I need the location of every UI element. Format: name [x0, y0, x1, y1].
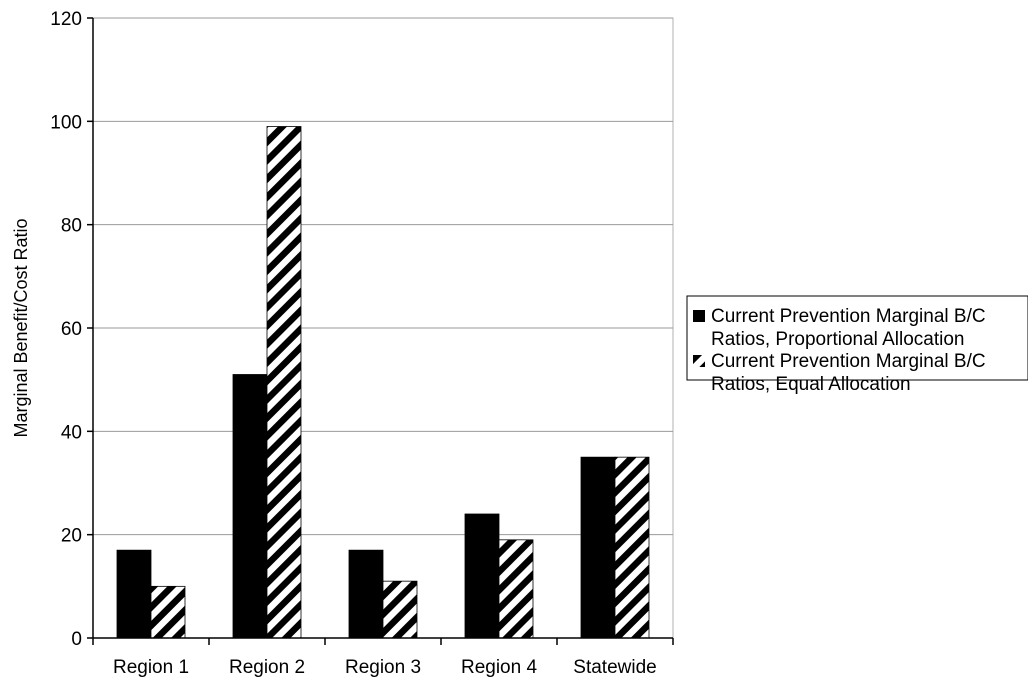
gridlines	[93, 17, 673, 536]
y-tick-label: 40	[61, 422, 82, 443]
bar-equal-allocation	[382, 580, 418, 639]
y-tick-label: 80	[61, 216, 82, 237]
bar-proportional-allocation	[580, 456, 616, 639]
bar-equal-allocation	[266, 126, 302, 639]
y-tick-label: 20	[61, 526, 82, 547]
y-tick-label: 120	[50, 9, 82, 30]
legend-label-equal-line2: Ratios, Equal Allocation	[711, 374, 911, 395]
y-tick-label: 100	[50, 112, 82, 133]
bar-proportional-allocation	[116, 549, 152, 639]
legend-label-equal-line1: Current Prevention Marginal B/C	[711, 351, 986, 372]
legend-swatch-equal	[693, 355, 705, 367]
bar-proportional-allocation	[348, 549, 384, 639]
legend-label-proportional-line1: Current Prevention Marginal B/C	[711, 306, 986, 327]
bars	[116, 126, 650, 639]
bar-equal-allocation	[150, 585, 186, 639]
x-tick-label: Region 2	[229, 657, 305, 678]
x-tick-label: Statewide	[573, 657, 656, 678]
y-axis-title: Marginal Benefit/Cost Ratio	[11, 218, 31, 437]
x-tick-label: Region 1	[113, 657, 189, 678]
legend-swatch-proportional	[693, 310, 705, 322]
bar-equal-allocation	[498, 539, 534, 639]
legend: Current Prevention Marginal B/C Ratios, …	[686, 295, 1028, 395]
y-axis-ticks: 0 20 40 60 80 100 120	[50, 9, 93, 650]
y-tick-label: 60	[61, 319, 82, 340]
x-axis-ticks: Region 1 Region 2 Region 3 Region 4 Statewid…	[92, 638, 674, 678]
bar-equal-allocation	[614, 456, 650, 639]
legend-box	[686, 295, 1028, 381]
x-tick-label: Region 4	[461, 657, 537, 678]
bar-proportional-allocation	[232, 374, 268, 639]
legend-label-proportional-line2: Ratios, Proportional Allocation	[711, 329, 964, 350]
bar-proportional-allocation	[464, 513, 500, 639]
x-tick-label: Region 3	[345, 657, 421, 678]
y-tick-label: 0	[71, 629, 82, 650]
